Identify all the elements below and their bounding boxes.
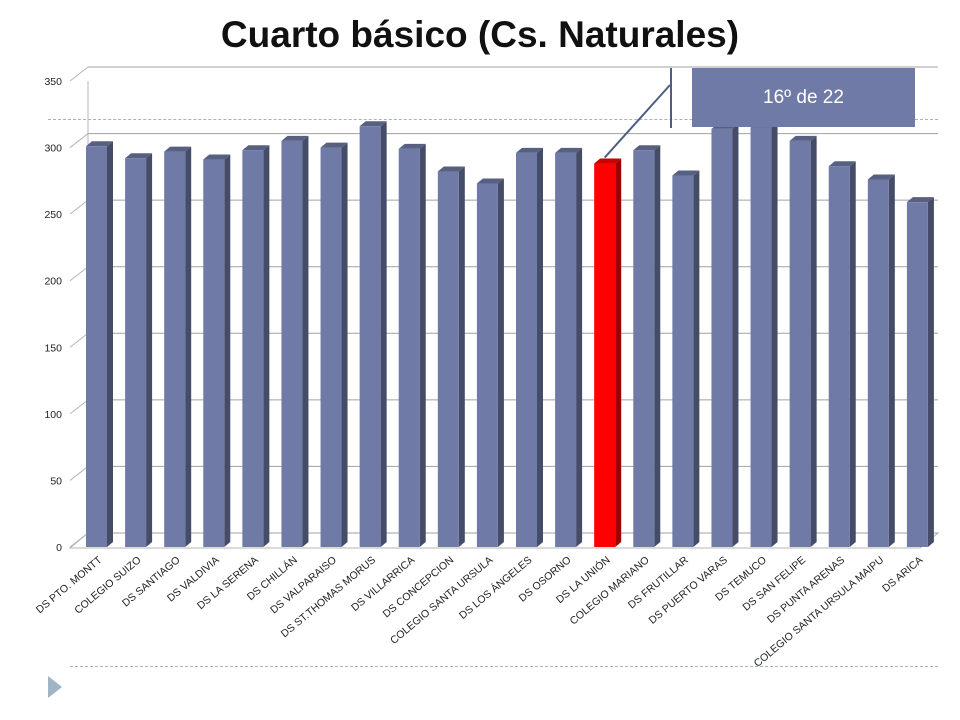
bar [437, 171, 459, 547]
bar-top [516, 147, 543, 153]
rank-callout-text: 16º de 22 [763, 86, 844, 108]
bar-side [146, 153, 153, 548]
bar [242, 150, 264, 547]
bar-side [693, 170, 700, 547]
bar-side [732, 123, 739, 547]
bar-side [107, 141, 113, 548]
bar-side [849, 161, 856, 547]
bar-top [320, 142, 348, 148]
y-tick-label: 350 [44, 76, 62, 88]
gridline-depth [69, 399, 89, 415]
bar-side [615, 158, 622, 547]
bar-side [458, 166, 465, 547]
bar-side [771, 122, 778, 547]
bar-top [203, 154, 231, 160]
bar-side [654, 145, 661, 547]
bar [164, 151, 186, 547]
bar-top [398, 143, 426, 149]
bar [281, 140, 303, 547]
bar [320, 147, 342, 548]
bar-top [555, 147, 583, 153]
bar-side [927, 197, 934, 547]
callout-divider [670, 68, 672, 128]
bar [359, 126, 381, 548]
bar [398, 148, 420, 547]
bar-side [419, 143, 426, 547]
gridline-depth [69, 466, 89, 481]
bar [828, 166, 850, 547]
bar-side [576, 147, 583, 547]
bar-top [594, 158, 622, 164]
x-tick-label: DS ARICA [880, 554, 925, 595]
bar [476, 183, 498, 547]
x-tick-label: COLEGIO SUIZO [72, 554, 143, 616]
bar-top [164, 146, 192, 152]
bar-top [125, 153, 153, 159]
bar [906, 202, 928, 547]
x-tick-label: DS CONCEPCION [381, 554, 457, 620]
bar [555, 152, 577, 547]
bullet-arrow-icon [48, 676, 62, 698]
bar-top [828, 161, 856, 167]
gridline-depth [69, 332, 89, 348]
bar-top [359, 121, 387, 127]
bar-top [476, 178, 504, 184]
x-tick-label: DS PTO. MONTT [34, 554, 105, 616]
gridline-depth [69, 66, 89, 82]
y-tick-label: 50 [50, 475, 62, 487]
y-tick-label: 250 [44, 209, 62, 221]
x-tick-label: DS VALPARAISO [268, 554, 339, 616]
gridline-depth [69, 199, 89, 215]
bar [594, 163, 616, 547]
y-tick-label: 150 [44, 342, 62, 354]
bar-top [867, 174, 895, 180]
bar-side [341, 142, 348, 548]
bar [750, 127, 772, 547]
top-dashed-rule [48, 119, 938, 120]
callout-connector [603, 84, 671, 159]
bar [125, 158, 147, 548]
rank-callout: 16º de 22 [692, 68, 915, 127]
bar [867, 179, 889, 548]
bar-side [224, 154, 231, 547]
bottom-dashed-rule [70, 666, 938, 667]
y-tick-label: 100 [44, 409, 62, 421]
bar-top [672, 170, 700, 176]
bar [516, 152, 537, 547]
y-tick-label: 200 [44, 276, 62, 288]
bar-side [497, 178, 504, 547]
bar [789, 140, 811, 547]
bar-side [302, 135, 309, 547]
bar-top [906, 197, 934, 203]
bar [633, 150, 655, 547]
bar-top [437, 166, 465, 172]
bar [86, 146, 107, 548]
bar-side [263, 145, 270, 547]
bar-side [380, 121, 387, 548]
gridline-depth [69, 532, 89, 548]
bar-top [281, 135, 309, 141]
bar-side [810, 135, 817, 547]
bar [672, 175, 694, 547]
bar-top [242, 145, 270, 151]
bar-top [789, 135, 817, 141]
bar-top [86, 141, 113, 147]
gridline-depth [69, 133, 89, 148]
bar-top [633, 145, 661, 151]
bar-side [888, 174, 895, 548]
bar-side [537, 147, 543, 547]
gridline-depth [69, 266, 89, 282]
slide-title: Cuarto básico (Cs. Naturales) [220, 14, 740, 55]
x-tick-label: DS LOS ÁNGELES [456, 553, 534, 621]
bar [203, 159, 225, 547]
y-tick-label: 300 [44, 143, 62, 155]
bar [711, 128, 733, 547]
bar-side [185, 146, 192, 547]
y-tick-label: 0 [56, 542, 62, 554]
